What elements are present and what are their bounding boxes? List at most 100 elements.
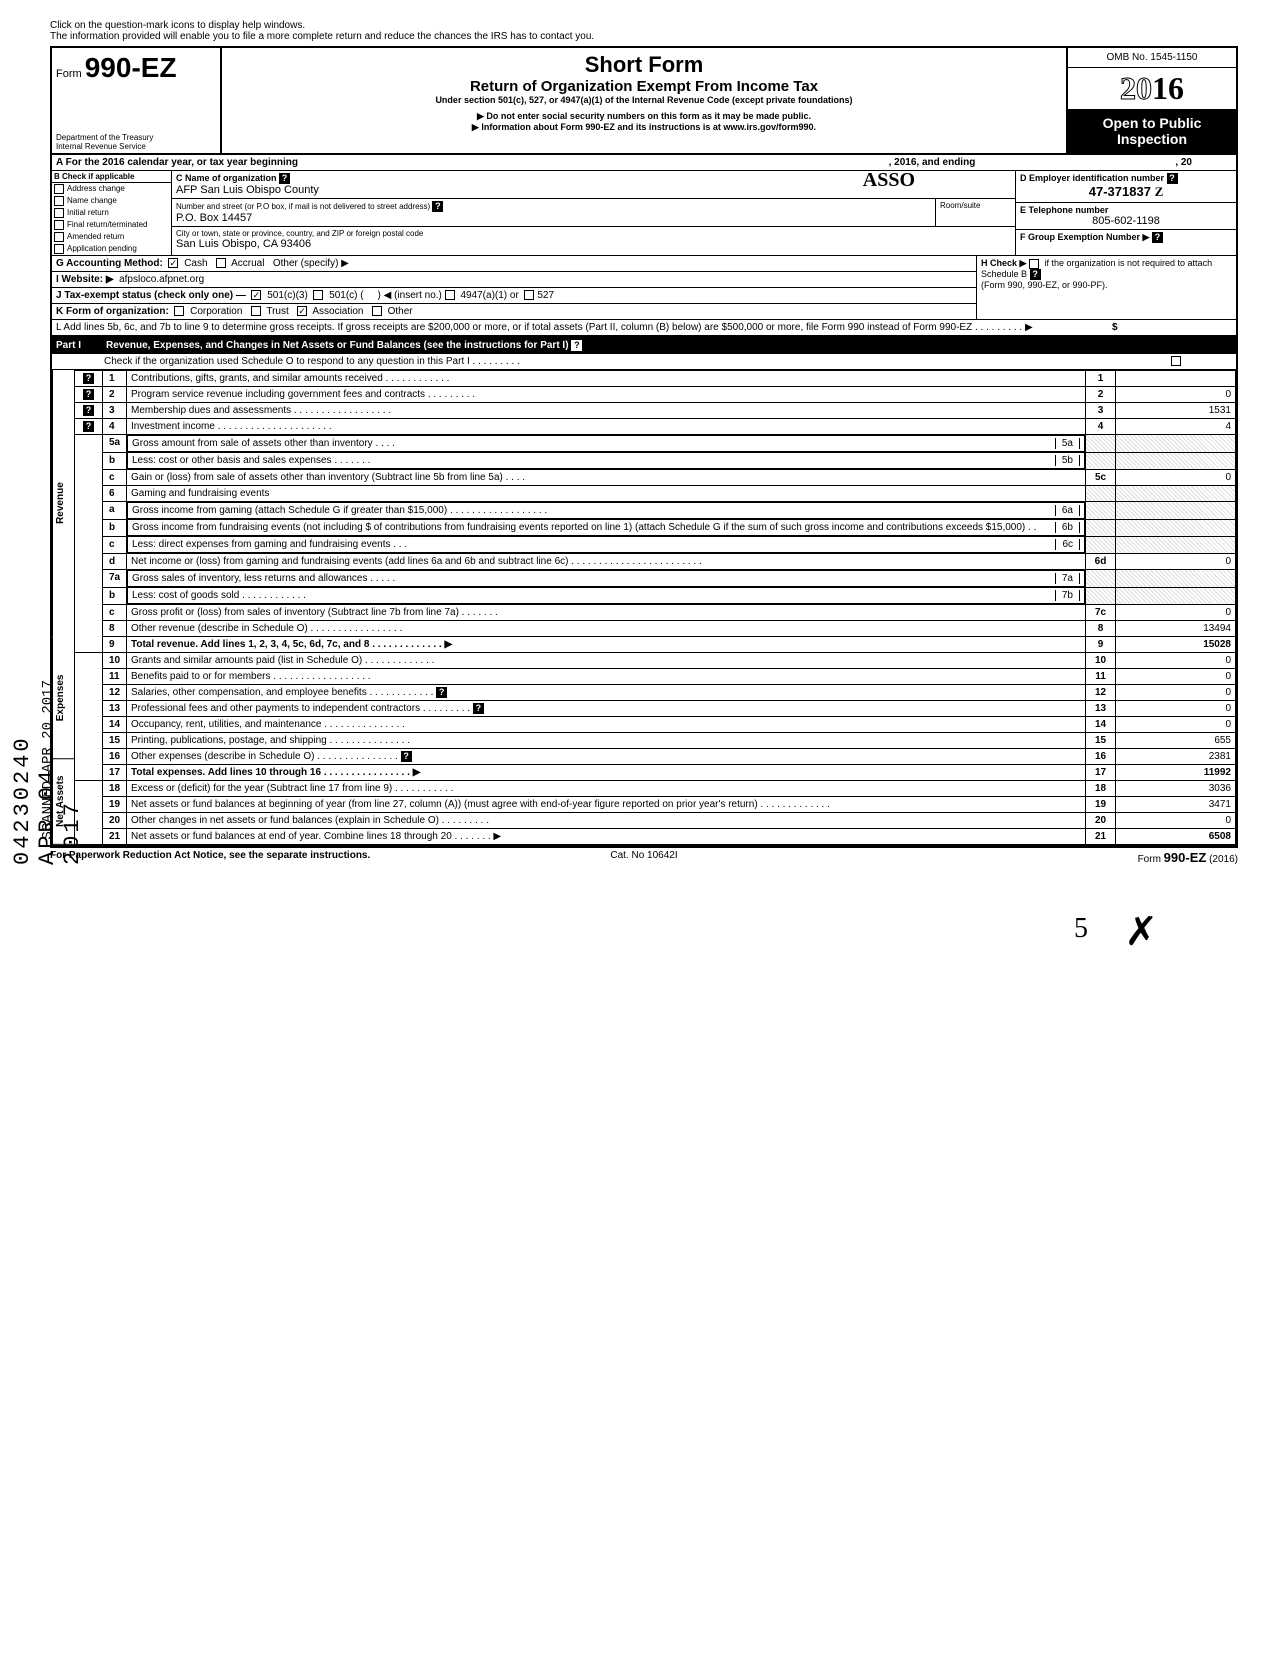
footer-center: Cat. No 10642I — [446, 850, 842, 865]
block-b: B Check if applicable Address change Nam… — [52, 171, 172, 255]
line-5b: Less: cost or other basis and sales expe… — [132, 455, 1055, 466]
line-7a: Gross sales of inventory, less returns a… — [132, 573, 1055, 584]
c-label: C Name of organization — [176, 173, 277, 183]
line-21: Net assets or fund balances at end of ye… — [127, 829, 1086, 845]
title-info: ▶ Information about Form 990-EZ and its … — [226, 122, 1062, 133]
title-warn: ▶ Do not enter social security numbers o… — [226, 111, 1062, 122]
help-icon[interactable]: ? — [83, 421, 94, 432]
part1-label: Part I — [56, 340, 106, 351]
dept-irs: Internal Revenue Service — [56, 142, 153, 151]
chk-corp[interactable] — [174, 306, 184, 316]
chk-527[interactable] — [524, 290, 534, 300]
k-label: K Form of organization: — [56, 306, 169, 317]
phone-value: 805-602-1198 — [1020, 215, 1232, 227]
chk-pending[interactable] — [54, 244, 64, 254]
line-6d: Net income or (loss) from gaming and fun… — [127, 554, 1086, 570]
chk-assoc[interactable] — [297, 306, 307, 316]
help-icon[interactable]: ? — [571, 340, 582, 351]
line-6a: Gross income from gaming (attach Schedul… — [132, 505, 1055, 516]
line-9: Total revenue. Add lines 1, 2, 3, 4, 5c,… — [127, 637, 1086, 653]
line-a-end: , 20 — [1175, 157, 1192, 168]
handwrite-x: ✗ — [1124, 908, 1158, 955]
part1-header: Part I Revenue, Expenses, and Changes in… — [50, 337, 1238, 354]
part1-check-text: Check if the organization used Schedule … — [104, 356, 1171, 367]
help-icon[interactable]: ? — [401, 751, 412, 762]
line-6b: Gross income from fundraising events (no… — [132, 522, 1055, 533]
chk-address[interactable] — [54, 184, 64, 194]
chk-501c3[interactable] — [251, 290, 261, 300]
line-18: Excess or (deficit) for the year (Subtra… — [127, 781, 1086, 797]
l-text: L Add lines 5b, 6c, and 7b to line 9 to … — [56, 322, 1112, 333]
room-label: Room/suite — [935, 199, 1015, 226]
line-10: Grants and similar amounts paid (list in… — [127, 653, 1086, 669]
line-3: Membership dues and assessments . . . . … — [127, 403, 1086, 419]
help-icon[interactable]: ? — [279, 173, 290, 184]
city-value: San Luis Obispo, CA 93406 — [176, 238, 1011, 250]
help-icon[interactable]: ? — [1167, 173, 1178, 184]
help-icon[interactable]: ? — [83, 373, 94, 384]
line-6c: Less: direct expenses from gaming and fu… — [132, 539, 1055, 550]
chk-501c[interactable] — [313, 290, 323, 300]
line-20: Other changes in net assets or fund bala… — [127, 813, 1086, 829]
chk-cash[interactable] — [168, 258, 178, 268]
form-header: Form 990-EZ Department of the Treasury I… — [50, 46, 1238, 155]
line-1: Contributions, gifts, grants, and simila… — [127, 371, 1086, 387]
street-value: P.O. Box 14457 — [176, 212, 931, 224]
entity-info-block: A For the 2016 calendar year, or tax yea… — [50, 155, 1238, 337]
chk-accrual[interactable] — [216, 258, 226, 268]
chk-other[interactable] — [372, 306, 382, 316]
line-17: Total expenses. Add lines 10 through 16 … — [127, 765, 1086, 781]
chk-initial[interactable] — [54, 208, 64, 218]
line-2: Program service revenue including govern… — [127, 387, 1086, 403]
help-icon[interactable]: ? — [473, 703, 484, 714]
help-icon[interactable]: ? — [1030, 269, 1041, 280]
year-prefix: 20 — [1120, 70, 1152, 106]
line-5c: Gain or (loss) from sale of assets other… — [127, 470, 1086, 486]
form-label: Form — [56, 68, 82, 80]
chk-trust[interactable] — [251, 306, 261, 316]
chk-4947[interactable] — [445, 290, 455, 300]
open-public: Open to Public Inspection — [1068, 109, 1236, 153]
line-15: Printing, publications, postage, and shi… — [127, 733, 1086, 749]
chk-h[interactable] — [1029, 259, 1039, 269]
title-short: Short Form — [226, 52, 1062, 78]
header-note: Click on the question-mark icons to disp… — [50, 20, 1238, 42]
help-icon[interactable]: ? — [83, 389, 94, 400]
help-icon[interactable]: ? — [1152, 232, 1163, 243]
chk-name[interactable] — [54, 196, 64, 206]
footer-left: For Paperwork Reduction Act Notice, see … — [50, 850, 446, 865]
j-label: J Tax-exempt status (check only one) — — [56, 290, 246, 301]
street-label: Number and street (or P.O box, if mail i… — [176, 202, 430, 211]
d-label: D Employer identification number — [1020, 173, 1164, 183]
handwrite-5: 5 — [1074, 913, 1088, 945]
g-label: G Accounting Method: — [56, 258, 163, 269]
help-icon[interactable]: ? — [83, 405, 94, 416]
help-icon[interactable]: ? — [436, 687, 447, 698]
line-a-mid: , 2016, and ending — [889, 157, 976, 168]
page-footer: For Paperwork Reduction Act Notice, see … — [50, 847, 1238, 865]
b-label: B Check if applicable — [52, 171, 171, 183]
line-7b: Less: cost of goods sold . . . . . . . .… — [132, 590, 1055, 601]
expenses-vert-label: Expenses — [52, 637, 74, 759]
chk-schedO[interactable] — [1171, 356, 1181, 366]
title-main: Return of Organization Exempt From Incom… — [226, 78, 1062, 95]
chk-final[interactable] — [54, 220, 64, 230]
ein-value: 47-371837 — [1089, 184, 1151, 199]
dept-treasury: Department of the Treasury — [56, 133, 153, 142]
line-11: Benefits paid to or for members . . . . … — [127, 669, 1086, 685]
l-amount: $ — [1112, 322, 1232, 333]
c-handwritten: ASSO — [863, 169, 915, 192]
line-8: Other revenue (describe in Schedule O) .… — [127, 621, 1086, 637]
city-label: City or town, state or province, country… — [176, 229, 1011, 238]
line-12: Salaries, other compensation, and employ… — [131, 687, 433, 698]
part1-title: Revenue, Expenses, and Changes in Net As… — [106, 340, 569, 351]
i-label: I Website: ▶ — [56, 274, 114, 285]
line-a-label: A For the 2016 calendar year, or tax yea… — [56, 157, 298, 168]
line-14: Occupancy, rent, utilities, and maintena… — [127, 717, 1086, 733]
h-label: H Check ▶ — [981, 258, 1026, 268]
form-number: 990-EZ — [85, 52, 177, 83]
line-6: Gaming and fundraising events — [127, 486, 1086, 502]
help-icon[interactable]: ? — [432, 201, 443, 212]
chk-amended[interactable] — [54, 232, 64, 242]
title-under: Under section 501(c), 527, or 4947(a)(1)… — [226, 95, 1062, 105]
